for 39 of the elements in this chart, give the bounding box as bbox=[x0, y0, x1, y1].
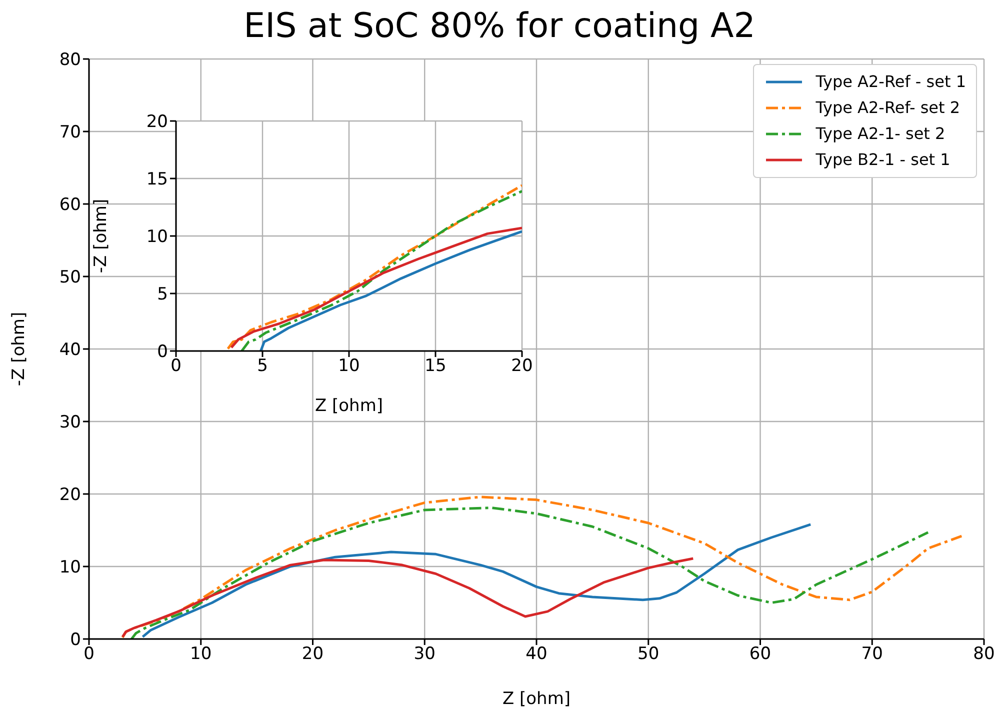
y-tick-label: 10 bbox=[59, 558, 81, 578]
y-tick-label: 70 bbox=[59, 122, 81, 143]
y-tick-label: 40 bbox=[59, 340, 81, 360]
x-axis-title: Z [ohm] bbox=[314, 396, 384, 416]
x-tick-label: 70 bbox=[861, 644, 883, 664]
x-tick-label: 80 bbox=[973, 644, 995, 664]
x-tick-label: 0 bbox=[170, 356, 182, 376]
x-tick-label: 20 bbox=[302, 644, 324, 664]
x-tick-label: 40 bbox=[526, 644, 548, 664]
legend-label: Type A2-1- set 2 bbox=[816, 123, 946, 145]
y-tick-label: 5 bbox=[157, 284, 168, 305]
x-tick-label: 10 bbox=[190, 644, 212, 664]
y-tick-label: 15 bbox=[146, 170, 168, 190]
legend-label: Type B2-1 - set 1 bbox=[816, 149, 950, 171]
y-tick-label: 10 bbox=[146, 227, 168, 248]
line-series bbox=[121, 557, 694, 638]
y-tick-label: 30 bbox=[59, 412, 81, 433]
y-tick-label: 20 bbox=[59, 485, 81, 506]
line-series bbox=[141, 523, 812, 638]
x-tick-label: 0 bbox=[84, 644, 94, 664]
x-tick-label: 15 bbox=[424, 356, 446, 376]
y-tick-label: 0 bbox=[70, 630, 81, 650]
y-tick-label: 0 bbox=[157, 342, 168, 362]
legend-label: Type A2-Ref- set 2 bbox=[816, 97, 960, 119]
x-axis-title: Z [ohm] bbox=[502, 689, 571, 709]
chart-title: EIS at SoC 80% for coating A2 bbox=[242, 6, 756, 46]
y-tick-label: 50 bbox=[59, 268, 81, 288]
x-tick-label: 10 bbox=[338, 356, 360, 376]
x-tick-label: 50 bbox=[638, 644, 660, 664]
y-axis-title: -Z [ohm] bbox=[9, 312, 30, 386]
x-tick-label: 30 bbox=[414, 644, 436, 664]
x-tick-label: 20 bbox=[511, 356, 533, 376]
y-tick-label: 80 bbox=[59, 50, 81, 70]
y-axis-title: -Z [ohm] bbox=[91, 198, 112, 274]
y-tick-label: 20 bbox=[146, 112, 168, 132]
y-tick-label: 60 bbox=[59, 195, 81, 216]
x-tick-label: 60 bbox=[749, 644, 772, 664]
x-tick-label: 5 bbox=[257, 356, 268, 376]
legend-label: Type A2-Ref - set 1 bbox=[816, 71, 966, 93]
